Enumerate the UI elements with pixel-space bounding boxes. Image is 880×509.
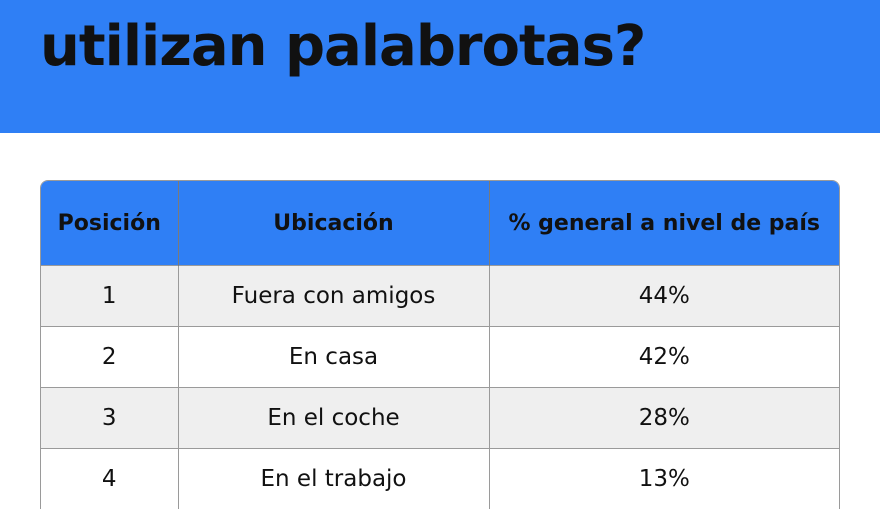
table-cell: En casa [178, 327, 489, 388]
column-header: Ubicación [178, 181, 489, 266]
title: utilizan palabrotas? [40, 14, 645, 79]
table-cell: 1 [41, 266, 178, 327]
table-cell: 44% [489, 266, 839, 327]
table-cell: 4 [41, 449, 178, 509]
table-cell: Fuera con amigos [178, 266, 489, 327]
header-banner: utilizan palabrotas? [0, 0, 880, 133]
table-cell: 3 [41, 388, 178, 449]
table-cell: En el trabajo [178, 449, 489, 509]
column-header: % general a nivel de país [489, 181, 839, 266]
column-header: Posición [41, 181, 178, 266]
table-cell: 42% [489, 327, 839, 388]
table-cell: 13% [489, 449, 839, 509]
table-cell: 28% [489, 388, 839, 449]
table-cell: En el coche [178, 388, 489, 449]
table-cell: 2 [41, 327, 178, 388]
